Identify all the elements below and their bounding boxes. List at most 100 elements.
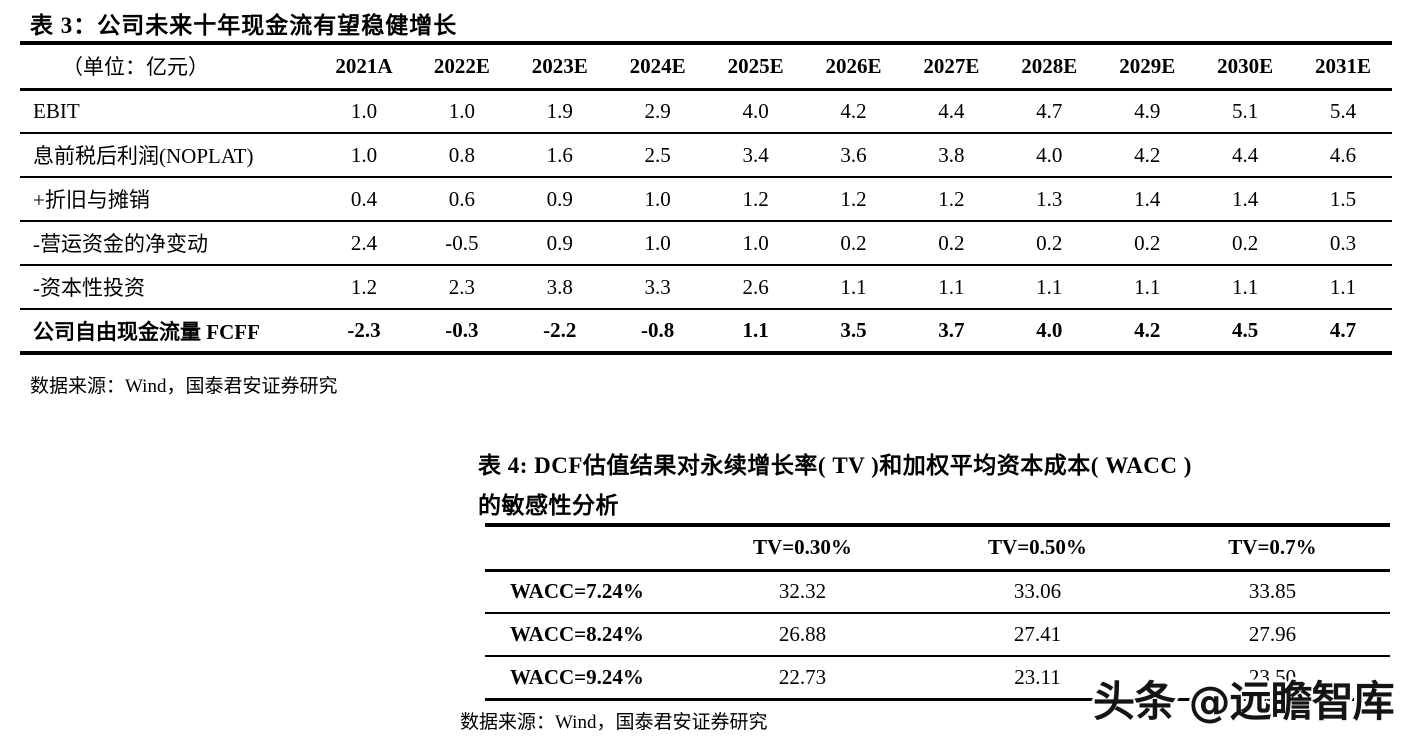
table4-body: WACC=7.24% 32.32 33.06 33.85 WACC=8.24% 26.88… [485, 570, 1390, 701]
table3-header: （单位：亿元） 2021A 2022E 2023E 2024E 2025E 2026E 20… [20, 43, 1392, 91]
cell-value: 0.2 [1196, 221, 1295, 266]
column-header: 2021A [315, 43, 413, 91]
row-label: -营运资金的净变动 [20, 221, 315, 266]
cell-value: 4.4 [902, 89, 1001, 134]
cell-value: 3.6 [804, 133, 903, 178]
cell-value: 4.5 [1196, 309, 1295, 355]
column-header: TV=0.7% [1155, 525, 1390, 572]
cell-value: 1.1 [1294, 265, 1392, 310]
table4-title-line1: 表 4: DCF估值结果对永续增长率( TV )和加权平均资本成本( WACC … [478, 453, 1192, 478]
column-header: 2029E [1098, 43, 1197, 91]
cell-value: 1.3 [1000, 177, 1099, 222]
cell-value: 0.4 [315, 177, 413, 222]
cell-value: 1.0 [412, 89, 511, 134]
cell-value: 0.9 [510, 221, 609, 266]
cell-value: 27.41 [920, 613, 1155, 657]
cell-value: 0.3 [1294, 221, 1392, 266]
cell-value: 3.4 [706, 133, 805, 178]
cell-value: 1.1 [1196, 265, 1295, 310]
cell-value: 1.2 [706, 177, 805, 222]
cell-value: 27.96 [1155, 613, 1390, 657]
column-header: 2022E [412, 43, 511, 91]
cell-value: -0.5 [412, 221, 511, 266]
cell-value: 22.73 [685, 656, 920, 701]
cell-value: -2.2 [510, 309, 609, 355]
cell-value: 4.6 [1294, 133, 1392, 178]
cell-value: 1.0 [608, 177, 707, 222]
cell-value: 26.88 [685, 613, 920, 657]
column-header: 2024E [608, 43, 707, 91]
row-label: 公司自由现金流量 FCFF [20, 309, 315, 355]
table-row: +折旧与摊销 0.4 0.6 0.9 1.0 1.2 1.2 1.2 1.3 1.4 1.4 1.5 [20, 177, 1392, 222]
cell-value: 1.2 [902, 177, 1001, 222]
cell-value: 1.0 [608, 221, 707, 266]
table3-header-row: （单位：亿元） 2021A 2022E 2023E 2024E 2025E 2026E 20… [20, 43, 1392, 91]
cell-value: -0.8 [608, 309, 707, 355]
cell-value: 0.8 [412, 133, 511, 178]
cell-value: 1.2 [804, 177, 903, 222]
cell-value: 33.06 [920, 570, 1155, 614]
cell-value: 0.9 [510, 177, 609, 222]
cell-value: 23.50 [1155, 656, 1390, 701]
cell-value: 4.2 [1098, 133, 1197, 178]
table-row: WACC=7.24% 32.32 33.06 33.85 [485, 570, 1390, 614]
cell-value: 4.0 [1000, 309, 1099, 355]
cell-value: 2.4 [315, 221, 413, 266]
table-row: 公司自由现金流量 FCFF -2.3 -0.3 -2.2 -0.8 1.1 3.5 3.7 4.… [20, 309, 1392, 355]
row-label: WACC=8.24% [485, 613, 685, 657]
cell-value: 0.2 [902, 221, 1001, 266]
cell-value: 2.6 [706, 265, 805, 310]
cell-value: 4.2 [1098, 309, 1197, 355]
column-header: TV=0.30% [685, 525, 920, 572]
cell-value: 23.11 [920, 656, 1155, 701]
cell-value: 5.1 [1196, 89, 1295, 134]
cell-value: 0.2 [1098, 221, 1197, 266]
cell-value: 3.8 [510, 265, 609, 310]
table-row: -营运资金的净变动 2.4 -0.5 0.9 1.0 1.0 0.2 0.2 0.2 0.2 0.2… [20, 221, 1392, 266]
column-header: TV=0.50% [920, 525, 1155, 572]
column-header: 2026E [804, 43, 903, 91]
cell-value: 1.1 [1098, 265, 1197, 310]
row-label: WACC=7.24% [485, 570, 685, 614]
table4-corner-cell [485, 525, 685, 572]
table3-title: 表 3：公司未来十年现金流有望稳健增长 [30, 13, 458, 38]
table4-header: TV=0.30% TV=0.50% TV=0.7% [485, 525, 1390, 572]
cell-value: 4.0 [706, 89, 805, 134]
cell-value: 1.1 [1000, 265, 1099, 310]
table4-source-note: 数据来源：Wind，国泰君安证券研究 [460, 712, 768, 733]
table4-header-row: TV=0.30% TV=0.50% TV=0.7% [485, 525, 1390, 572]
table-row: -资本性投资 1.2 2.3 3.8 3.3 2.6 1.1 1.1 1.1 1.1 1.1 1.1 [20, 265, 1392, 310]
cell-value: 3.3 [608, 265, 707, 310]
cell-value: 0.2 [804, 221, 903, 266]
cell-value: 3.5 [804, 309, 903, 355]
row-label: +折旧与摊销 [20, 177, 315, 222]
watermark-text: 头条 @远瞻智库 [1093, 677, 1395, 726]
row-label: WACC=9.24% [485, 656, 685, 701]
table-row: EBIT 1.0 1.0 1.9 2.9 4.0 4.2 4.4 4.7 4.9 5.1 5.4 [20, 89, 1392, 134]
cell-value: 1.0 [315, 89, 413, 134]
cell-value: 1.0 [706, 221, 805, 266]
column-header: 2025E [706, 43, 805, 91]
cell-value: 1.9 [510, 89, 609, 134]
cell-value: 1.4 [1098, 177, 1197, 222]
cell-value: -0.3 [412, 309, 511, 355]
column-header: 2028E [1000, 43, 1099, 91]
cell-value: 0.2 [1000, 221, 1099, 266]
table4-title: 表 4: DCF估值结果对永续增长率( TV )和加权平均资本成本( WACC … [478, 446, 1403, 526]
cell-value: 1.6 [510, 133, 609, 178]
table-row: 息前税后利润(NOPLAT) 1.0 0.8 1.6 2.5 3.4 3.6 3.8 4.0 4.… [20, 133, 1392, 178]
cell-value: 2.3 [412, 265, 511, 310]
cell-value: 1.2 [315, 265, 413, 310]
table3-source-note: 数据来源：Wind，国泰君安证券研究 [30, 376, 338, 397]
cell-value: 4.9 [1098, 89, 1197, 134]
cell-value: 4.7 [1000, 89, 1099, 134]
column-header: 2023E [510, 43, 609, 91]
cell-value: 0.6 [412, 177, 511, 222]
table3-unit-label: （单位：亿元） [20, 43, 315, 91]
row-label: EBIT [20, 89, 315, 134]
column-header: 2027E [902, 43, 1001, 91]
cell-value: 33.85 [1155, 570, 1390, 614]
column-header: 2031E [1294, 43, 1392, 91]
cell-value: 1.5 [1294, 177, 1392, 222]
